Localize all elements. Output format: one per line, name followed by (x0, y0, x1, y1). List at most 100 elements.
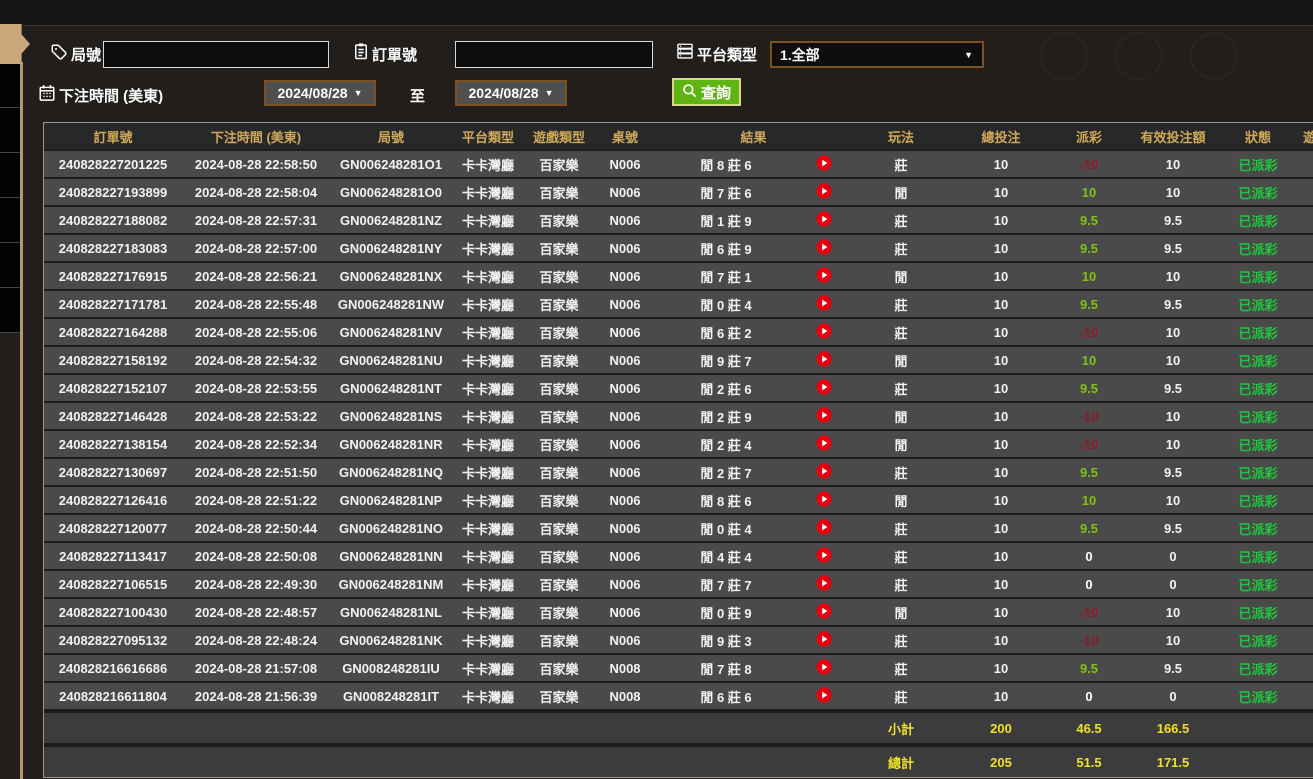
chevron-down-icon: ▼ (544, 88, 554, 98)
payout-cell: 10 (1081, 352, 1097, 368)
status-badge: 已派彩 (1238, 157, 1278, 173)
order-no-cell: 240828216611804 (59, 688, 167, 704)
platform-type-select[interactable]: 1.全部 ▼ (770, 41, 984, 68)
payout-cell: -10 (1079, 604, 1099, 620)
result-cell: 閒 8 莊 6 (700, 493, 752, 509)
status-badge: 已派彩 (1238, 185, 1278, 201)
col-header: 有效投注額 (1140, 129, 1206, 145)
order-no-label: 訂單號 (372, 47, 418, 64)
play-icon (815, 378, 832, 398)
platform-type-label: 平台類型 (697, 47, 758, 64)
valid-bet-cell: 0 (1169, 576, 1177, 592)
order-no-cell: 240828227201225 (58, 156, 168, 172)
replay-button[interactable] (796, 182, 851, 202)
play-type-cell: 莊 (894, 325, 908, 341)
result-cell: 閒 2 莊 6 (700, 381, 752, 397)
subtotal-total-bet: 200 (990, 720, 1012, 736)
valid-bet-cell: 9.5 (1163, 212, 1183, 228)
replay-button[interactable] (796, 602, 851, 622)
status-badge: 已派彩 (1238, 297, 1278, 313)
round-no-input[interactable] (103, 41, 329, 68)
date-from-select[interactable]: 2024/08/28 ▼ (264, 80, 376, 106)
subtotal-label: 小計 (887, 721, 914, 737)
valid-bet-cell: 9.5 (1163, 464, 1183, 480)
game-type-cell: 百家樂 (539, 213, 579, 229)
play-icon (815, 462, 832, 482)
replay-button[interactable] (796, 266, 851, 286)
round-no-cell: GN006248281NP (339, 492, 443, 508)
total-bet-cell: 10 (993, 520, 1009, 536)
table-row: 240828216611804 2024-08-28 21:56:39 GN00… (44, 681, 1313, 709)
game-type-cell: 百家樂 (539, 157, 579, 173)
payout-cell: 10 (1081, 268, 1097, 284)
total-bet-cell: 10 (993, 492, 1009, 508)
table-no-cell: N006 (609, 604, 641, 620)
order-no-input[interactable] (455, 41, 653, 68)
replay-button[interactable] (796, 546, 851, 566)
replay-button[interactable] (796, 350, 851, 370)
replay-button[interactable] (796, 490, 851, 510)
tag-icon (50, 43, 68, 61)
platform-cell: 卡卡灣廳 (461, 269, 514, 285)
play-icon (815, 266, 832, 286)
replay-button[interactable] (796, 378, 851, 398)
replay-button[interactable] (796, 686, 851, 706)
replay-button[interactable] (796, 434, 851, 454)
play-type-cell: 莊 (894, 241, 908, 257)
game-type-cell: 百家樂 (539, 353, 579, 369)
replay-button[interactable] (796, 406, 851, 426)
replay-button[interactable] (796, 294, 851, 314)
valid-bet-cell: 10 (1165, 184, 1181, 200)
round-no-cell: GN006248281O0 (340, 184, 442, 200)
total-bet-cell: 10 (993, 688, 1009, 704)
status-badge: 已派彩 (1238, 577, 1278, 593)
replay-button[interactable] (796, 154, 851, 174)
replay-button[interactable] (796, 574, 851, 594)
replay-button[interactable] (796, 462, 851, 482)
total-bet-cell: 10 (993, 268, 1009, 284)
play-icon (815, 210, 832, 230)
payout-cell: 0 (1085, 576, 1093, 592)
bet-time-cell: 2024-08-28 22:48:24 (194, 632, 318, 648)
search-button[interactable]: 查詢 (672, 78, 742, 106)
payout-cell: 9.5 (1079, 380, 1099, 396)
platform-cell: 卡卡灣廳 (461, 521, 514, 537)
round-no-cell: GN006248281NZ (340, 212, 442, 228)
table-no-cell: N006 (609, 212, 641, 228)
order-no-cell: 240828227193899 (58, 184, 168, 200)
col-header: 遊 (1303, 129, 1313, 145)
game-type-cell: 百家樂 (539, 185, 579, 201)
round-no-cell: GN006248281NU (339, 352, 443, 368)
replay-button[interactable] (796, 210, 851, 230)
table-row: 240828227171781 2024-08-28 22:55:48 GN00… (44, 289, 1313, 317)
table-no-cell: N006 (609, 408, 641, 424)
replay-button[interactable] (796, 518, 851, 538)
replay-button[interactable] (796, 238, 851, 258)
col-header: 玩法 (887, 129, 914, 145)
table-no-cell: N006 (609, 436, 641, 452)
replay-button[interactable] (796, 658, 851, 678)
payout-cell: 9.5 (1079, 240, 1099, 256)
payout-cell: -10 (1079, 324, 1099, 340)
list-icon (676, 42, 694, 60)
platform-cell: 卡卡灣廳 (461, 241, 514, 257)
result-cell: 閒 6 莊 6 (700, 689, 752, 705)
round-no-cell: GN006248281NK (339, 632, 443, 648)
play-type-cell: 莊 (894, 381, 908, 397)
platform-cell: 卡卡灣廳 (461, 185, 514, 201)
sidebar-drawer-handle[interactable] (0, 24, 30, 64)
total-bet-cell: 10 (993, 380, 1009, 396)
subtotal-payout: 46.5 (1076, 720, 1102, 736)
valid-bet-cell: 10 (1165, 436, 1181, 452)
chevron-down-icon: ▼ (964, 50, 973, 60)
date-to-select[interactable]: 2024/08/28 ▼ (455, 80, 567, 106)
platform-cell: 卡卡灣廳 (461, 381, 514, 397)
replay-button[interactable] (796, 322, 851, 342)
play-icon (815, 294, 832, 314)
replay-button[interactable] (796, 630, 851, 650)
table-no-cell: N006 (609, 632, 641, 648)
bet-time-cell: 2024-08-28 22:51:50 (194, 464, 318, 480)
status-badge: 已派彩 (1238, 605, 1278, 621)
grand-total-payout: 51.5 (1076, 754, 1102, 770)
play-type-cell: 莊 (894, 661, 908, 677)
